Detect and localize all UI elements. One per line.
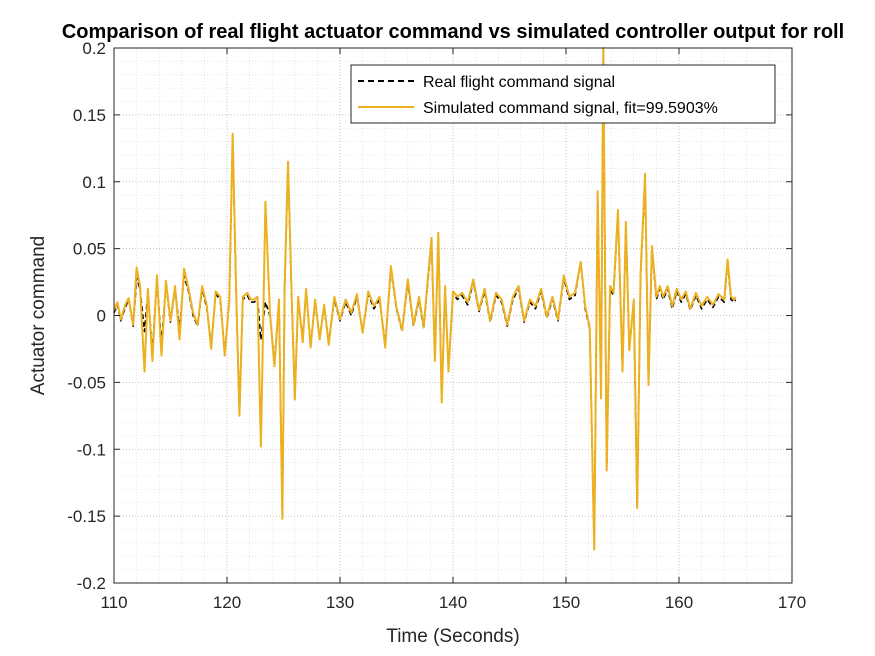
series-line-simulated (113, 47, 737, 551)
x-tick-label: 110 (100, 593, 127, 612)
x-tick-label: 160 (665, 593, 693, 612)
x-tick-labels: 110 120 130 140 150 160 170 (100, 593, 806, 612)
legend-box (350, 64, 776, 124)
x-tick-label: 150 (552, 593, 580, 612)
series-layer (113, 47, 737, 551)
x-tick-label: 170 (778, 593, 806, 612)
y-tick-label: 0.1 (82, 173, 106, 192)
y-tick-label: -0.15 (67, 507, 106, 526)
y-tick-label: 0 (97, 307, 106, 326)
y-tick-label: 0.05 (73, 240, 106, 259)
x-tick-label: 130 (326, 593, 354, 612)
y-tick-label: -0.1 (77, 440, 106, 459)
x-axis-label: Time (Seconds) (386, 626, 519, 647)
y-tick-label: 0.2 (82, 39, 106, 58)
legend-label-real: Real flight command signal (423, 74, 615, 91)
chart-title: Comparison of real flight actuator comma… (62, 21, 844, 43)
y-tick-label: -0.05 (67, 373, 106, 392)
x-tick-label: 140 (439, 593, 467, 612)
ticks (113, 47, 793, 584)
legend: Real flight command signal Simulated com… (350, 64, 776, 124)
legend-label-simulated: Simulated command signal, fit=99.5903% (423, 100, 718, 117)
x-tick-label: 120 (213, 593, 241, 612)
y-tick-labels: -0.2 -0.15 -0.1 -0.05 0 0.05 0.1 0.15 0.2 (67, 39, 106, 593)
y-tick-label: -0.2 (77, 574, 106, 593)
y-tick-label: 0.15 (73, 106, 106, 125)
y-axis-label: Actuator command (28, 236, 49, 395)
